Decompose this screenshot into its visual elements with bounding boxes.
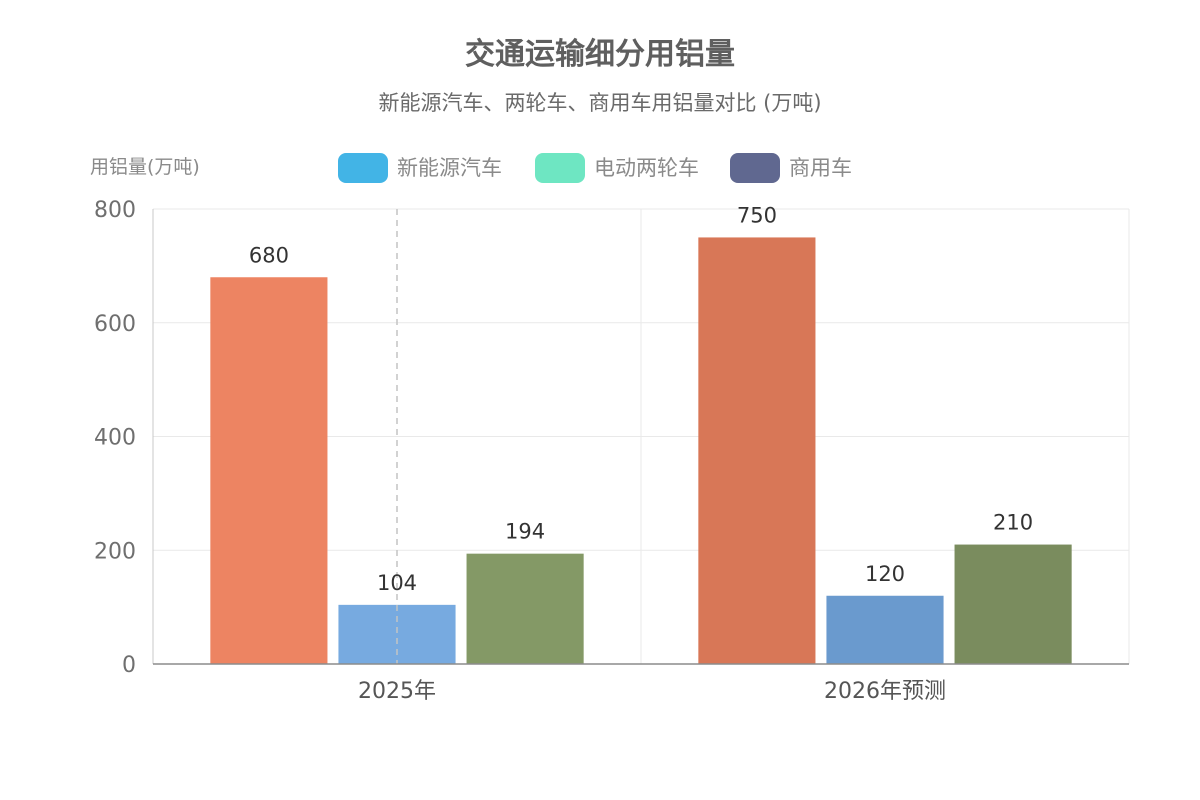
chart-subtitle: 新能源汽车、两轮车、商用车用铝量对比 (万吨) bbox=[378, 91, 821, 115]
data-label: 120 bbox=[865, 562, 905, 586]
bars bbox=[210, 237, 1072, 664]
legend-swatch[interactable] bbox=[338, 153, 388, 183]
data-label: 680 bbox=[249, 243, 289, 267]
y-tick-label: 0 bbox=[122, 653, 136, 678]
y-tick-label: 600 bbox=[94, 312, 136, 337]
axes bbox=[152, 209, 1129, 665]
y-tick-label: 800 bbox=[94, 198, 136, 223]
x-tick-label: 2026年预测 bbox=[824, 679, 946, 704]
bar bbox=[826, 595, 944, 664]
bar bbox=[698, 237, 816, 664]
legend-label[interactable]: 商用车 bbox=[789, 156, 852, 180]
bar bbox=[338, 604, 456, 664]
legend-label[interactable]: 电动两轮车 bbox=[594, 156, 699, 180]
x-tick-label: 2025年 bbox=[358, 679, 436, 704]
legend-swatch[interactable] bbox=[535, 153, 585, 183]
y-tick-label: 200 bbox=[94, 539, 136, 564]
data-label: 194 bbox=[505, 520, 545, 544]
labels: 0 200 400 600 800 680 104 194 2025年 750 120 210 2026… bbox=[94, 198, 1033, 704]
legend-swatch[interactable] bbox=[730, 153, 780, 183]
chart-title: 交通运输细分用铝量 bbox=[465, 37, 735, 72]
data-label: 104 bbox=[377, 571, 417, 595]
legend-label[interactable]: 新能源汽车 bbox=[397, 156, 502, 180]
bar bbox=[954, 544, 1072, 664]
y-axis-label: 用铝量(万吨) bbox=[90, 156, 200, 178]
y-tick-label: 400 bbox=[94, 426, 136, 451]
data-label: 210 bbox=[993, 511, 1033, 535]
legend-item[interactable]: 电动两轮车 bbox=[535, 153, 699, 183]
legend-item[interactable]: 新能源汽车 bbox=[338, 153, 502, 183]
data-label: 750 bbox=[737, 203, 777, 227]
legend[interactable]: 新能源汽车 电动两轮车 商用车 bbox=[338, 153, 852, 183]
bar bbox=[210, 277, 328, 664]
legend-item[interactable]: 商用车 bbox=[730, 153, 852, 183]
bar bbox=[466, 553, 584, 664]
